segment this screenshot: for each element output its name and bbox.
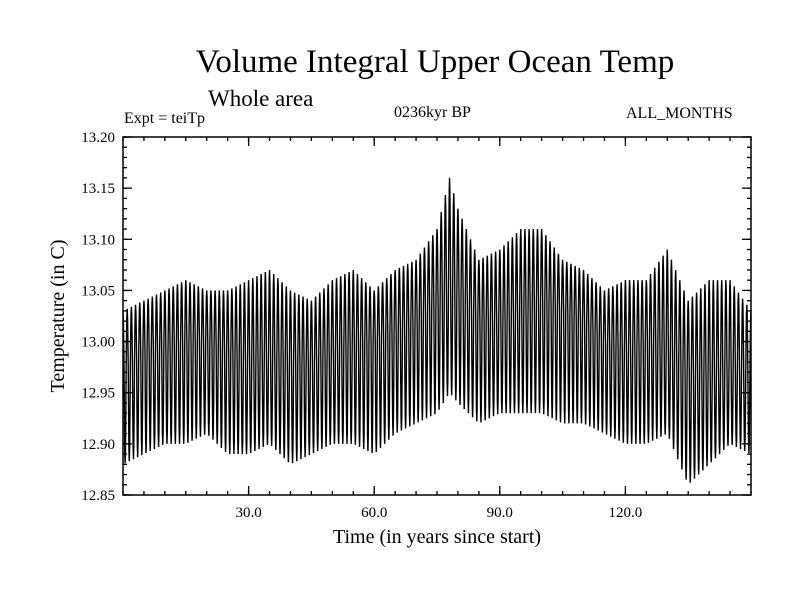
y-tick-label: 13.00 xyxy=(81,335,115,351)
y-tick-label: 12.85 xyxy=(81,488,115,504)
x-tick-label: 60.0 xyxy=(361,505,387,521)
chart-title: Volume Integral Upper Ocean Temp xyxy=(195,44,675,80)
y-tick-label: 12.95 xyxy=(81,386,115,402)
series-line-0 xyxy=(123,177,751,483)
x-tick-label: 120.0 xyxy=(609,505,643,521)
axis-ticks: 12.85 12.90 12.95 13.00 13.05 13.10 13.15 13.20… xyxy=(81,130,752,521)
y-tick-label: 13.10 xyxy=(81,232,115,248)
plot-area xyxy=(123,177,751,483)
y-tick-label: 13.05 xyxy=(81,283,115,299)
experiment-label: Expt = teiTp xyxy=(124,110,206,127)
months-label: ALL_MONTHS xyxy=(626,105,733,122)
x-tick-label: 90.0 xyxy=(487,505,513,521)
x-tick-label: 30.0 xyxy=(235,505,261,521)
x-axis-label: Time (in years since start) xyxy=(333,526,541,548)
chart-subtitle: Whole area xyxy=(208,86,314,111)
y-tick-label: 13.20 xyxy=(81,130,115,146)
y-tick-label: 12.90 xyxy=(81,437,115,453)
period-label: 0236kyr BP xyxy=(394,104,471,121)
y-tick-label: 13.15 xyxy=(81,181,115,197)
y-axis-label: Temperature (in C) xyxy=(47,240,69,393)
